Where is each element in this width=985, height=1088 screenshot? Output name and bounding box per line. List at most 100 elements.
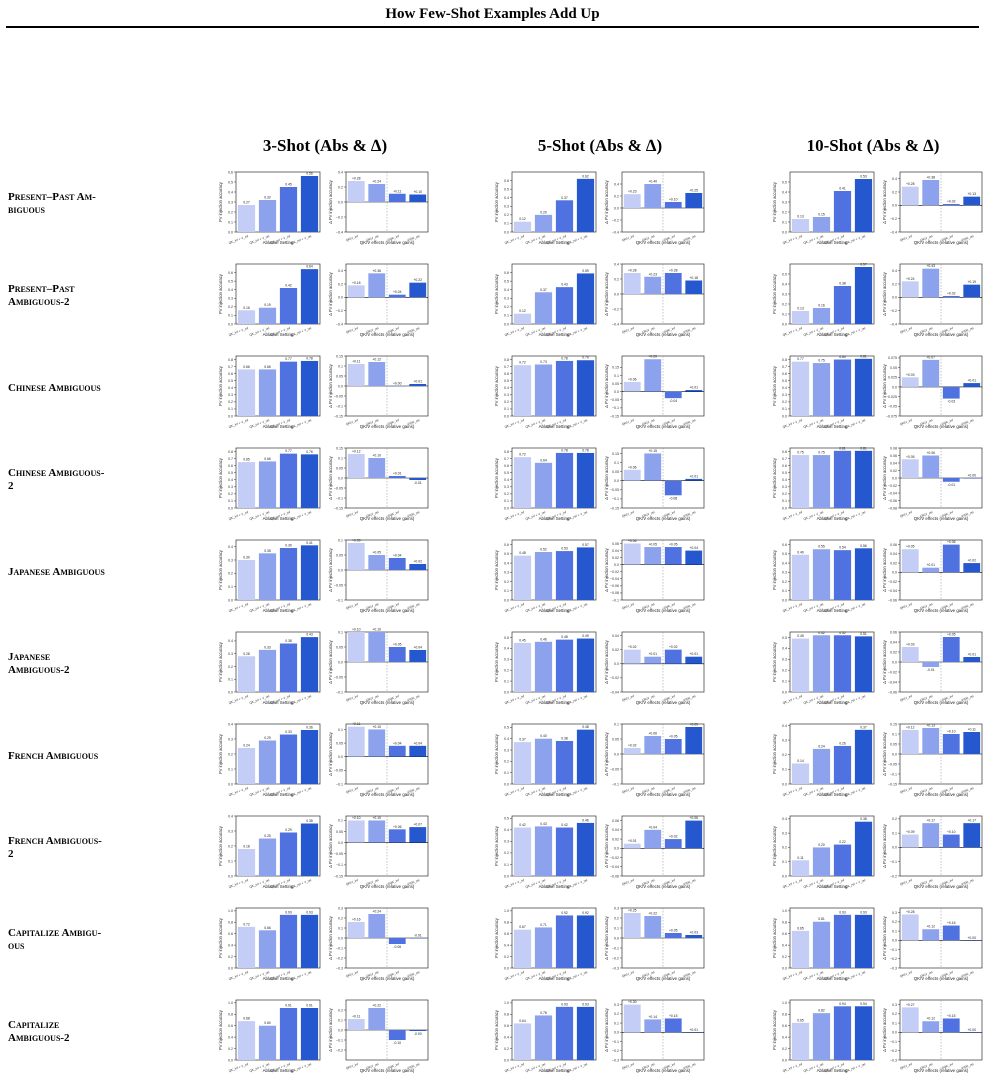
bar	[555, 740, 574, 784]
x-tick-label: QK_inf + V_rel	[249, 970, 270, 981]
bar	[534, 214, 553, 232]
bar-value-label: 0.16	[243, 306, 250, 310]
bar	[258, 930, 277, 968]
delta-panel: −0.3 −0.2 −0.1 0.0 0.1 0.2 0.3 +0.30 +0.14 +0.15 +…	[604, 999, 705, 1073]
bar-value-label: +0.00	[967, 936, 976, 940]
y-tick-label: 0.2	[782, 955, 787, 959]
x-tick-label: QK_inf + V_rel	[525, 878, 546, 889]
x-tick-label: QK|V_inf	[899, 326, 912, 334]
y-tick-label: 0.0	[892, 846, 897, 850]
x-tick-label: QK_rel + V_inf	[270, 326, 291, 337]
y-tick-label: 0.0	[614, 662, 619, 666]
bar	[664, 273, 682, 294]
row-label: French Ambiguous	[8, 736, 158, 776]
bar-value-label: +0.00	[967, 474, 976, 478]
delta-panel: −0.1 −0.05 0.0 0.05 0.1 +0.09 +0.05 +0.04 +0.02 Q…	[328, 538, 429, 613]
bar	[623, 469, 641, 481]
row-label-line: Ambiguous-2	[8, 1032, 70, 1044]
y-tick-label: −0.2	[336, 956, 343, 960]
bar-value-label: 0.93	[839, 910, 846, 914]
bar-value-label: +0.10	[372, 816, 381, 820]
y-tick-label: 0.5	[504, 636, 509, 640]
y-tick-label: 0.6	[504, 464, 509, 468]
y-tick-label: −0.04	[888, 589, 897, 593]
x-tick-label: QK_inf + V_rel	[525, 602, 546, 613]
y-tick-label: 0.2	[228, 665, 233, 669]
bar-value-label: +0.03	[906, 373, 915, 377]
y-tick-label: 0.6	[782, 464, 787, 468]
bar	[279, 643, 298, 692]
y-tick-label: 0.04	[890, 640, 897, 644]
x-axis-label: QK/V effects (relative gains)	[360, 240, 415, 245]
bar-value-label: +0.00	[393, 382, 402, 386]
y-tick-label: 0.0	[504, 230, 509, 234]
x-tick-label: QK_rel + V_rel	[845, 970, 866, 981]
y-tick-label: 0.15	[612, 366, 619, 370]
row-label: Chinese Ambiguous- 2	[8, 460, 158, 500]
bar-value-label: 0.93	[561, 1002, 568, 1006]
delta-panel: −0.08 −0.06 −0.04 −0.02 0.0 0.02 0.04 0.06 0.08 +…	[882, 446, 983, 521]
bar-value-label: 0.43	[540, 822, 547, 826]
bar	[368, 914, 386, 938]
bar	[685, 478, 703, 481]
y-tick-label: 0.7	[228, 457, 233, 461]
x-tick-label: QK|V_inf	[345, 694, 358, 702]
bar	[901, 281, 919, 298]
x-axis-label: QK/V effects (relative gains)	[914, 1068, 969, 1073]
bar-value-label: 0.42	[285, 284, 292, 288]
x-tick-label: V|QK_rel	[961, 694, 975, 702]
y-tick-label: 0.2	[782, 668, 787, 672]
y-tick-label: 0.3	[614, 906, 619, 910]
row-label-line: Japanese Ambiguous	[8, 565, 105, 578]
x-tick-label: QK|V_inf	[899, 786, 912, 794]
y-tick-label: −0.15	[610, 414, 619, 418]
bar	[534, 927, 553, 968]
bar	[942, 204, 960, 206]
bar-value-label: +0.22	[372, 1004, 381, 1008]
x-tick-label: QK_inf + V_inf	[228, 510, 249, 521]
row-label-line: Ambiguous-2	[8, 664, 70, 676]
x-axis-label: QK/V effects (relative gains)	[636, 884, 691, 889]
x-tick-label: V|QK_inf	[386, 326, 399, 334]
bar	[685, 656, 703, 664]
bar-value-label: 0.20	[818, 843, 825, 847]
x-tick-label: QK_inf + V_rel	[803, 878, 824, 889]
delta-panel: −0.15 −0.1 −0.05 0.0 0.05 0.1 0.15 +0.12 +0.13 +0…	[882, 722, 983, 797]
y-tick-label: −0.3	[612, 966, 619, 970]
x-tick-label: V|QK_rel	[407, 878, 421, 886]
bar	[347, 820, 365, 843]
row-label-line: 2	[8, 848, 14, 860]
y-tick-label: −0.4	[336, 322, 343, 326]
bar-value-label: +0.24	[372, 180, 381, 184]
bar	[368, 555, 386, 570]
y-axis-label: ∆ FV injection accuracy	[882, 639, 887, 683]
bar	[258, 200, 277, 232]
x-tick-label: QK|V_rel	[366, 694, 380, 702]
y-tick-label: 0.3	[504, 297, 509, 301]
y-tick-label: 0.0	[228, 966, 233, 970]
x-axis-label: QK/V effects (relative gains)	[636, 700, 691, 705]
x-tick-label: QK_inf + V_inf	[504, 510, 525, 521]
bar-value-label: 0.13	[797, 307, 804, 311]
bar-value-label: +0.11	[352, 1015, 360, 1019]
y-tick-label: 0.1	[338, 538, 343, 542]
x-tick-label: QK_inf + V_rel	[803, 786, 824, 797]
bar	[854, 729, 873, 784]
y-axis-label: ∆ FV injection accuracy	[882, 271, 887, 315]
y-tick-label: 0.0	[504, 966, 509, 970]
bar	[901, 914, 919, 941]
bar	[279, 548, 298, 600]
x-tick-label: QK|V_rel	[366, 418, 380, 426]
y-axis-label: FV injection accuracy	[772, 733, 777, 774]
x-tick-label: QK|V_rel	[642, 970, 656, 978]
bar	[388, 294, 406, 298]
x-tick-label: QK_rel + V_rel	[567, 694, 588, 705]
x-tick-label: QK_rel + V_rel	[845, 1062, 866, 1073]
bar	[664, 1018, 682, 1033]
x-tick-label: QK_inf + V_inf	[228, 1062, 249, 1073]
bar-value-label: 0.38	[860, 817, 867, 821]
bar	[644, 276, 662, 294]
x-tick-label: V|QK_rel	[961, 510, 975, 518]
x-tick-label: QK_rel + V_rel	[291, 418, 312, 429]
bar	[513, 1023, 532, 1060]
